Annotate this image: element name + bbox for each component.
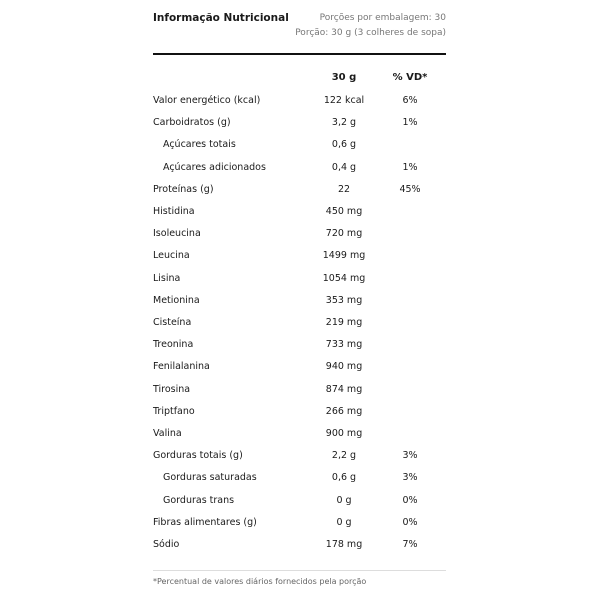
table-row: Açúcares adicionados 0,4 g 1% xyxy=(153,162,446,184)
nutrient-label: Valor energético (kcal) xyxy=(153,95,261,106)
nutrient-label: Carboidratos (g) xyxy=(153,117,231,129)
table-row: Cisteína 219 mg xyxy=(153,317,446,339)
divider xyxy=(153,53,446,55)
nutrient-amount: 1054 mg xyxy=(322,272,366,284)
column-header-dv: % VD* xyxy=(392,72,428,83)
servings-per-package: Porções por embalagem: 30 xyxy=(319,13,446,23)
nutrient-label: Gorduras totais (g) xyxy=(153,450,243,462)
table-row: Açúcares totais 0,6 g xyxy=(153,139,446,161)
column-header-amount: 30 g xyxy=(331,72,357,83)
nutrient-label: Tirosina xyxy=(153,383,191,395)
nutrient-label: Cisteína xyxy=(153,317,192,328)
page-title: Informação Nutricional xyxy=(153,12,289,24)
nutrient-label: Valina xyxy=(153,428,182,439)
table-row: Valina 900 mg xyxy=(153,428,446,450)
nutrient-amount: 178 mg xyxy=(325,539,363,550)
table-row: Tirosina 874 mg xyxy=(153,384,446,406)
nutrient-amount: 733 mg xyxy=(325,339,363,351)
table-row: Lisina 1054 mg xyxy=(153,273,446,295)
nutrient-amount: 940 mg xyxy=(325,361,363,373)
nutrient-amount: 0,6 g xyxy=(331,472,357,484)
nutrient-amount: 219 mg xyxy=(325,317,363,328)
nutrient-amount: 720 mg xyxy=(325,228,363,240)
nutrient-label: Gorduras trans xyxy=(163,494,235,506)
nutrient-amount: 450 mg xyxy=(325,206,363,217)
nutrient-amount: 266 mg xyxy=(325,405,363,417)
table-row: Gorduras saturadas 0,6 g 3% xyxy=(153,472,446,494)
nutrient-label: Lisina xyxy=(153,272,181,284)
nutrient-dv: 1% xyxy=(402,117,418,129)
table-row: Carboidratos (g) 3,2 g 1% xyxy=(153,117,446,139)
nutrient-label: Metionina xyxy=(153,294,200,306)
nutrient-label: Fenilalanina xyxy=(153,361,210,373)
nutrient-amount: 1499 mg xyxy=(322,250,366,262)
nutrient-label: Leucina xyxy=(153,250,190,262)
table-row: Histidina 450 mg xyxy=(153,206,446,228)
nutrient-label: Sódio xyxy=(153,539,180,550)
nutrient-amount: 3,2 g xyxy=(331,117,357,129)
nutrient-label: Açúcares adicionados xyxy=(163,161,266,173)
nutrient-label: Histidina xyxy=(153,206,195,217)
table-row: Triptfano 266 mg xyxy=(153,406,446,428)
nutrient-label: Isoleucina xyxy=(153,228,201,240)
nutrient-amount: 0 g xyxy=(336,516,352,528)
table-row: Leucina 1499 mg xyxy=(153,250,446,272)
nutrient-dv: 0% xyxy=(402,516,418,528)
table-row: Treonina 733 mg xyxy=(153,339,446,361)
nutrient-label: Fibras alimentares (g) xyxy=(153,516,257,528)
nutrient-dv: 3% xyxy=(402,450,418,462)
table-row: Valor energético (kcal) 122 kcal 6% xyxy=(153,95,446,117)
nutrient-amount: 2,2 g xyxy=(331,450,357,462)
nutrient-amount: 353 mg xyxy=(325,294,363,306)
table-row: Metionina 353 mg xyxy=(153,295,446,317)
nutrient-label: Gorduras saturadas xyxy=(163,472,257,484)
nutrient-label: Triptfano xyxy=(153,405,195,417)
nutrient-amount: 0 g xyxy=(336,494,352,506)
nutrient-amount: 874 mg xyxy=(325,383,363,395)
nutrient-label: Açúcares totais xyxy=(163,139,236,151)
nutrient-amount: 22 xyxy=(337,183,351,195)
serving-size: Porção: 30 g (3 colheres de sopa) xyxy=(295,28,446,38)
table-row: Gorduras trans 0 g 0% xyxy=(153,495,446,517)
nutrient-label: Treonina xyxy=(153,339,194,351)
nutrient-dv: 6% xyxy=(402,95,418,106)
nutrient-amount: 900 mg xyxy=(325,428,363,439)
nutrient-label: Proteínas (g) xyxy=(153,183,214,195)
table-row: Fenilalanina 940 mg xyxy=(153,361,446,383)
nutrient-dv: 45% xyxy=(399,183,421,195)
nutrient-dv: 7% xyxy=(402,539,418,550)
nutrient-dv: 1% xyxy=(402,161,418,173)
nutrient-dv: 0% xyxy=(402,494,418,506)
nutrient-amount: 0,6 g xyxy=(331,139,357,151)
table-row: Proteínas (g) 22 45% xyxy=(153,184,446,206)
divider xyxy=(153,570,446,571)
footnote: *Percentual de valores diários fornecido… xyxy=(153,577,367,586)
table-row: Sódio 178 mg 7% xyxy=(153,539,446,561)
table-row: Fibras alimentares (g) 0 g 0% xyxy=(153,517,446,539)
table-row: Gorduras totais (g) 2,2 g 3% xyxy=(153,450,446,472)
nutrient-amount: 0,4 g xyxy=(331,161,357,173)
table-row: Isoleucina 720 mg xyxy=(153,228,446,250)
nutrient-amount: 122 kcal xyxy=(323,95,365,106)
nutrient-dv: 3% xyxy=(402,472,418,484)
